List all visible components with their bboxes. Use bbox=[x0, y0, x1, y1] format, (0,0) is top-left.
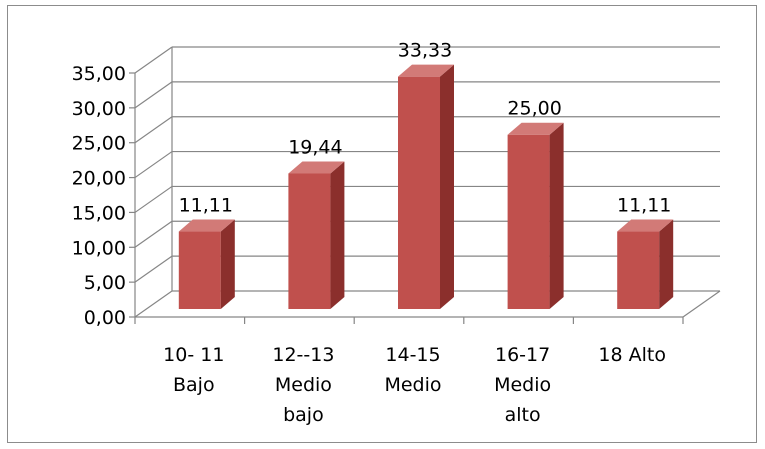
axes bbox=[129, 72, 684, 324]
bar-top bbox=[398, 64, 454, 77]
bar-top bbox=[288, 161, 345, 174]
gridline-diagonal bbox=[134, 151, 173, 179]
bar-side bbox=[659, 219, 674, 309]
bar bbox=[178, 231, 221, 309]
bar-side bbox=[330, 161, 345, 309]
y-tick-label: 35,00 bbox=[72, 63, 126, 85]
gridline-diagonal bbox=[134, 46, 173, 74]
y-tick-label: 15,00 bbox=[72, 202, 126, 224]
bar-side bbox=[220, 219, 235, 309]
bar bbox=[617, 231, 660, 309]
bar-top bbox=[178, 219, 235, 232]
bar-top bbox=[507, 122, 564, 135]
x-tick-label: 12--13 bbox=[272, 344, 334, 366]
gridline-diagonal bbox=[134, 220, 173, 248]
bar bbox=[288, 173, 331, 309]
bar-top bbox=[617, 219, 674, 232]
x-tick-label: Bajo bbox=[173, 374, 215, 396]
x-tick-label: 16-17 bbox=[495, 344, 550, 366]
x-tick-label: Medio bbox=[384, 374, 441, 396]
y-tick-label: 0,00 bbox=[84, 307, 126, 329]
gridline-diagonal bbox=[134, 81, 173, 109]
bar-side bbox=[440, 64, 454, 309]
x-tick-label: 14-15 bbox=[385, 344, 440, 366]
y-tick-label: 5,00 bbox=[84, 272, 126, 294]
data-labels: 11,11 19,44 33,33 25,00 11,11 bbox=[179, 40, 672, 217]
x-axis-tick-labels: 10- 11 Bajo 12--13 Medio bajo 14-15 Medio 16-17… bbox=[163, 344, 666, 426]
gridline-diagonal bbox=[134, 185, 173, 213]
gridline-diagonal bbox=[134, 116, 173, 144]
y-tick-label: 20,00 bbox=[72, 168, 126, 190]
bar bbox=[398, 76, 440, 309]
data-label: 11,11 bbox=[617, 195, 671, 217]
x-tick-label: 10- 11 bbox=[163, 344, 224, 366]
gridline-diagonal bbox=[134, 255, 173, 283]
x-tick-label: Medio bbox=[275, 374, 332, 396]
x-tick-label: bajo bbox=[283, 404, 324, 426]
y-tick-label: 30,00 bbox=[72, 98, 126, 120]
data-label: 25,00 bbox=[507, 98, 561, 120]
y-tick-label: 10,00 bbox=[72, 237, 126, 259]
y-axis-tick-labels: 0,00 5,00 10,00 15,00 20,00 25,00 30,00 35,00 bbox=[72, 63, 126, 329]
data-label: 33,33 bbox=[398, 40, 452, 62]
bars bbox=[178, 64, 674, 309]
bar-side bbox=[549, 122, 564, 309]
x-tick-label: alto bbox=[505, 404, 541, 426]
data-label: 11,11 bbox=[179, 195, 233, 217]
floor-right-edge bbox=[682, 290, 721, 318]
x-tick-label: 18 Alto bbox=[598, 344, 666, 366]
y-tick-label: 25,00 bbox=[72, 133, 126, 155]
x-tick-label: Medio bbox=[494, 374, 551, 396]
bar bbox=[507, 134, 550, 309]
gridline-diagonal bbox=[134, 290, 173, 318]
data-label: 19,44 bbox=[288, 136, 342, 158]
